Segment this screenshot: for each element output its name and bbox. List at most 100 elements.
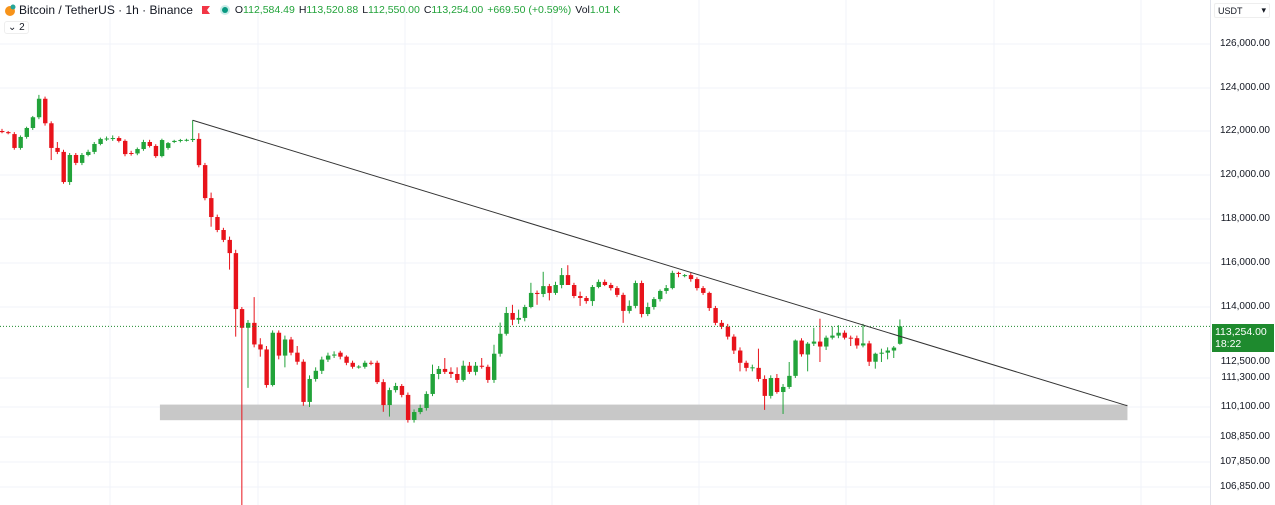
candle-up	[651, 299, 657, 307]
candle-down	[485, 366, 491, 380]
price-tick-label: 114,000.00	[1220, 301, 1270, 312]
candle-down	[350, 362, 355, 367]
bitcoin-icon	[5, 4, 16, 16]
candle-up	[178, 140, 183, 142]
currency-dropdown[interactable]: USDT ▾	[1214, 3, 1270, 18]
support-zone	[159, 404, 1128, 421]
flag-icon[interactable]	[201, 5, 211, 15]
candle-up	[190, 138, 196, 141]
price-tick-label: 118,000.00	[1220, 213, 1270, 224]
candle-down	[6, 132, 11, 134]
candle-down	[289, 339, 294, 353]
candle-down	[676, 272, 681, 274]
candle-down	[43, 98, 48, 124]
candle-down	[55, 147, 60, 152]
candle-up	[498, 333, 503, 354]
candle-down	[774, 378, 780, 393]
candle-up	[541, 286, 546, 295]
candle-down	[848, 337, 854, 339]
candle-down	[713, 308, 718, 323]
candle-down	[123, 140, 128, 155]
candle-down	[405, 394, 411, 420]
candle-up	[418, 407, 423, 413]
candle-up	[559, 275, 565, 285]
candle-up	[387, 390, 392, 406]
candle-up	[516, 317, 521, 320]
candle-down	[467, 365, 472, 372]
candle-up	[18, 136, 23, 148]
candle-down	[215, 217, 220, 230]
candle-down	[571, 285, 577, 296]
indicator-count: 2	[19, 22, 25, 33]
trendline	[192, 119, 1128, 407]
candle-up	[768, 378, 774, 396]
candle-down	[239, 309, 245, 328]
candle-up	[461, 365, 466, 380]
candle-down	[375, 362, 380, 383]
ohlc-low: L112,550.00	[362, 4, 420, 16]
candle-down	[369, 362, 374, 364]
candle-up	[682, 275, 688, 277]
candle-down	[707, 292, 712, 309]
candle-down	[252, 322, 257, 345]
candle-down	[233, 253, 239, 310]
price-tick-label: 106,850.00	[1219, 481, 1270, 492]
candle-down	[479, 365, 485, 367]
candle-down	[621, 294, 626, 311]
candle-up	[897, 326, 903, 344]
candle-down	[694, 279, 700, 289]
candle-down	[264, 349, 269, 386]
candle-down	[535, 292, 540, 295]
candle-down	[227, 239, 232, 254]
candle-up	[670, 272, 675, 289]
candle-down	[442, 368, 448, 372]
candle-up	[313, 370, 319, 379]
chevron-down-icon: ⌄	[8, 22, 20, 33]
candle-up	[873, 353, 878, 362]
candle-down	[701, 288, 706, 293]
candle-down	[547, 286, 552, 293]
candle-down	[565, 275, 571, 285]
candle-down	[578, 296, 583, 298]
candle-down	[842, 332, 847, 338]
price-tick-label: 122,000.00	[1219, 125, 1270, 136]
candle-up	[356, 366, 362, 368]
candle-down	[738, 350, 743, 363]
candle-down	[147, 142, 152, 146]
price-tick-label: 112,500.00	[1220, 356, 1270, 367]
candle-down	[602, 281, 608, 285]
candle-up	[861, 343, 866, 346]
candle-up	[492, 353, 497, 380]
candle-down	[731, 336, 737, 351]
candle-up	[98, 138, 103, 144]
candle-up	[79, 154, 85, 163]
price-axis[interactable]: 126,000.00 124,000.00 122,000.00 120,000.00…	[1210, 0, 1275, 505]
symbol-title[interactable]: Bitcoin / TetherUS · 1h · Binance	[19, 3, 193, 17]
ohlc-close: C113,254.00	[423, 4, 484, 16]
collapse-indicators-button[interactable]: ⌄ 2	[4, 21, 29, 34]
candle-down	[639, 283, 644, 315]
price-change: +669.50 (+0.59%)	[487, 4, 572, 16]
candle-up	[633, 283, 638, 306]
candle-up	[30, 117, 36, 128]
candle-down	[295, 352, 300, 362]
candle-up	[528, 292, 534, 307]
candle-up	[504, 312, 509, 334]
candle-down	[49, 123, 54, 148]
candlestick-chart[interactable]	[0, 0, 1210, 505]
price-tick-label: 116,000.00	[1220, 257, 1270, 268]
bar-countdown: 18:22	[1215, 338, 1242, 350]
candle-up	[645, 307, 651, 315]
candle-down	[867, 343, 872, 362]
candle-up	[879, 352, 884, 354]
price-tick-label: 111,300.00	[1221, 372, 1270, 383]
candle-up	[307, 378, 312, 402]
price-tick-label: 110,100.00	[1220, 401, 1270, 412]
candle-up	[891, 347, 897, 351]
candle-up	[424, 393, 429, 408]
price-tick-label: 120,000.00	[1219, 169, 1270, 180]
candle-down	[799, 340, 804, 355]
candle-down	[510, 312, 515, 320]
candle-down	[209, 198, 214, 218]
price-tick-label: 108,850.00	[1219, 431, 1270, 442]
